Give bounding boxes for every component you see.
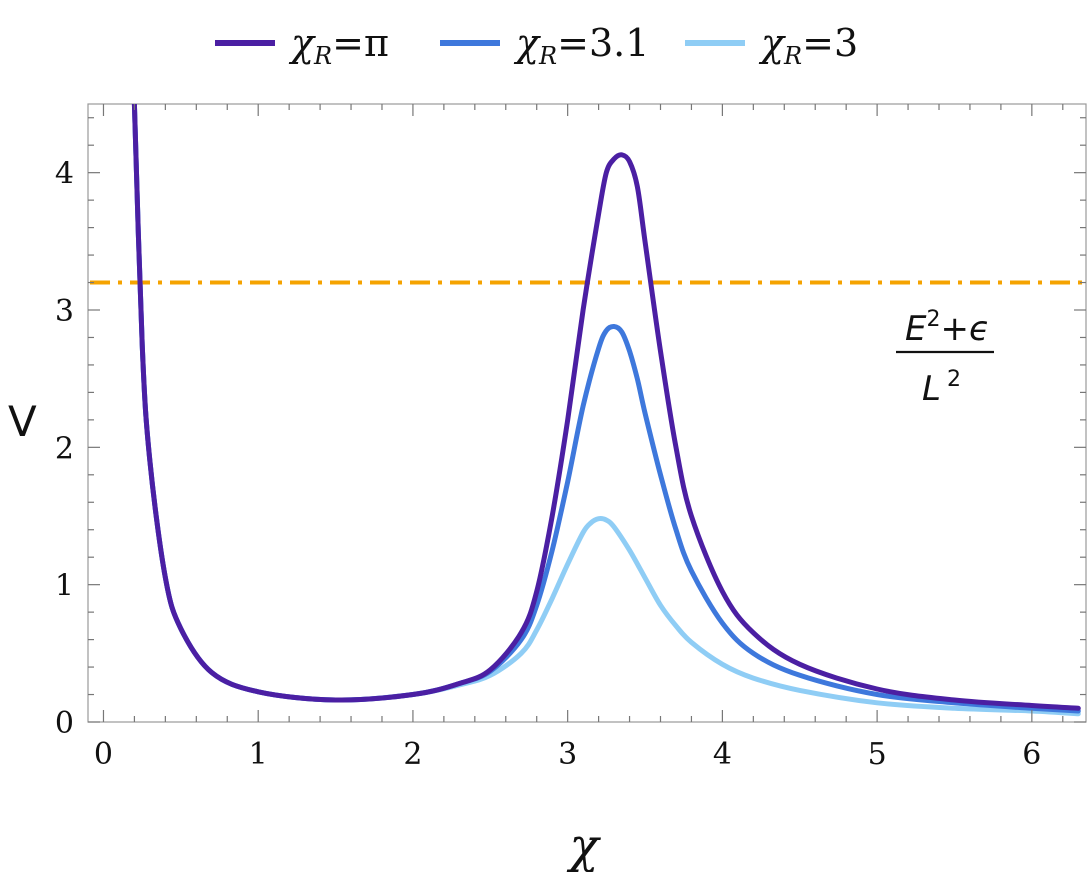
tick-labels: 0 1 2 3 4 5 6 0 1 2 3 4 [55,157,1041,772]
legend: χR=π χR=3.1 χR=3 [215,21,858,70]
y-axis-label: V [8,397,37,446]
y-tick-label: 0 [55,706,74,741]
legend-item: χR=3.1 [440,21,649,70]
ticks-group [88,104,1086,723]
series-line-0 [131,104,1081,711]
x-tick-label: 4 [713,737,732,772]
x-axis-label: χ [566,818,601,872]
x-tick-label: 2 [403,737,422,772]
legend-item: χR=3 [685,21,858,70]
x-tick-label: 0 [94,737,113,772]
legend-label: χR=π [288,21,389,70]
y-tick-label: 4 [55,157,74,192]
y-tick-label: 2 [55,431,74,466]
legend-item: χR=π [215,21,389,70]
x-tick-label: 6 [1022,737,1041,772]
y-tick-label: 3 [55,294,74,329]
x-tick-label: 3 [558,737,577,772]
y-tick-label: 1 [55,569,74,604]
legend-label: χR=3.1 [513,21,649,70]
annotation-numerator: E2+ϵ [905,307,990,349]
plot-frame [87,103,1087,723]
x-tick-label: 1 [249,737,268,772]
series-group [131,104,1081,717]
legend-label: χR=3 [758,21,858,70]
x-tick-label: 5 [868,737,887,772]
